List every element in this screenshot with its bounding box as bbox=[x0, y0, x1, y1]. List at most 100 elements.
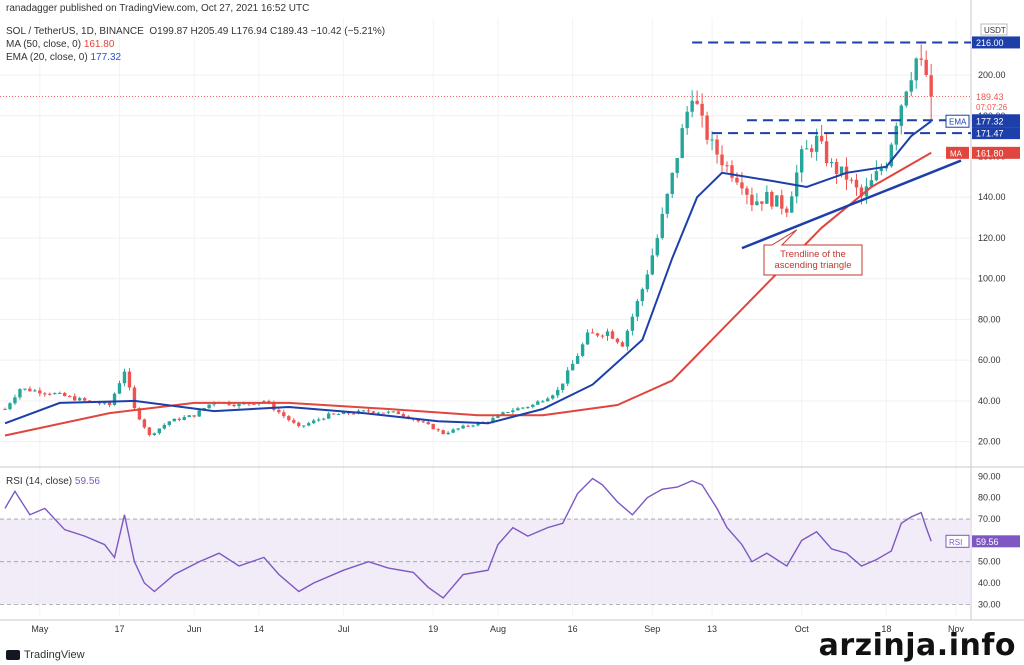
time-tick-label: May bbox=[31, 624, 49, 634]
candle-body bbox=[192, 415, 196, 417]
candle-body bbox=[182, 417, 186, 420]
candle-body bbox=[929, 75, 933, 97]
candle-body bbox=[82, 398, 87, 401]
ema-price-tag-bg bbox=[972, 115, 1020, 128]
candle-body bbox=[824, 141, 829, 164]
candle-body bbox=[874, 171, 879, 181]
candle-body bbox=[670, 172, 674, 194]
candle-body bbox=[137, 408, 142, 420]
candle-body bbox=[321, 418, 326, 420]
ohlc-values: O199.87 H205.49 L176.94 C189.43 −10.42 (… bbox=[149, 26, 386, 37]
time-tick-label: Aug bbox=[490, 624, 506, 634]
candle-body bbox=[63, 392, 67, 397]
candle-body bbox=[436, 429, 440, 431]
price-pane bbox=[0, 18, 971, 462]
candle-body bbox=[167, 421, 172, 425]
ema-legend: EMA (20, close, 0) 177.32 bbox=[6, 52, 121, 63]
ma-legend: MA (50, close, 0) 161.80 bbox=[6, 39, 114, 50]
symbol-line: SOL / TetherUS, 1D, BINANCE O199.87 H205… bbox=[6, 26, 385, 37]
candle-body bbox=[715, 139, 719, 155]
candle-body bbox=[87, 400, 92, 402]
candle-body bbox=[854, 179, 859, 188]
candle-body bbox=[13, 397, 17, 404]
candle-body bbox=[665, 193, 669, 214]
candle-body bbox=[476, 422, 480, 426]
candle-body bbox=[232, 404, 236, 407]
time-tick-label: 16 bbox=[568, 624, 578, 634]
tradingview-wordmark: TradingView bbox=[24, 649, 85, 661]
candle-body bbox=[695, 100, 699, 104]
unit-badge bbox=[980, 23, 1008, 36]
candle-body bbox=[491, 417, 495, 423]
price-tick-label: 20.00 bbox=[978, 437, 1001, 447]
candle-body bbox=[162, 424, 167, 429]
ma-tag-label: MA bbox=[950, 149, 963, 158]
candle-body bbox=[834, 161, 839, 174]
candle-body bbox=[565, 370, 570, 384]
candle-body bbox=[879, 168, 884, 172]
candle-body bbox=[889, 144, 894, 167]
candle-body bbox=[770, 191, 774, 207]
candle-body bbox=[391, 411, 396, 413]
candle-body bbox=[197, 410, 201, 417]
watermark: arzinja.info bbox=[818, 628, 1016, 663]
candle-body bbox=[142, 419, 147, 428]
rsi-legend-label: RSI (14, close) bbox=[6, 476, 73, 487]
candle-body bbox=[869, 180, 874, 187]
candle-body bbox=[466, 425, 470, 427]
candle-body bbox=[685, 111, 689, 129]
candle-body bbox=[18, 389, 22, 398]
candle-body bbox=[705, 115, 709, 140]
candle-body bbox=[819, 135, 824, 142]
candle-body bbox=[446, 432, 450, 435]
price-tick-label: 80.00 bbox=[978, 314, 1001, 324]
candle-body bbox=[894, 125, 899, 145]
candle-body bbox=[575, 355, 580, 364]
candle-body bbox=[595, 333, 600, 336]
candle-body bbox=[23, 388, 27, 390]
candle-body bbox=[416, 419, 420, 422]
candle-body bbox=[615, 338, 620, 343]
candle-body bbox=[33, 390, 37, 392]
candle-body bbox=[560, 383, 565, 390]
published-line: ranadagger published on TradingView.com,… bbox=[6, 3, 310, 14]
ascending-trendline bbox=[741, 159, 962, 250]
candle-body bbox=[690, 100, 694, 112]
candle-body bbox=[127, 371, 132, 388]
candle-body bbox=[386, 411, 391, 413]
candle-body bbox=[745, 188, 749, 195]
candle-body bbox=[102, 402, 107, 404]
level-price-tag-bg bbox=[972, 36, 1020, 49]
annotation-callout bbox=[763, 229, 863, 276]
candle-body bbox=[207, 404, 211, 409]
candle-body bbox=[680, 128, 684, 159]
candle-body bbox=[172, 418, 176, 422]
candle-body bbox=[376, 412, 381, 414]
candle-body bbox=[570, 363, 575, 371]
tradingview-logo: TradingView bbox=[6, 649, 85, 661]
level-price-tag: 216.00 bbox=[976, 38, 1004, 48]
last-price-tag-bg bbox=[972, 90, 1020, 113]
candle-body bbox=[899, 105, 903, 126]
candle-body bbox=[780, 195, 784, 209]
candle-body bbox=[650, 255, 655, 275]
candle-body bbox=[625, 330, 630, 347]
candle-body bbox=[316, 419, 321, 421]
candle-body bbox=[147, 427, 152, 435]
candle-body bbox=[775, 195, 779, 207]
candle-body bbox=[48, 393, 52, 395]
candle-body bbox=[381, 412, 386, 414]
candle-body bbox=[302, 425, 306, 427]
candle-body bbox=[790, 196, 794, 213]
unit-label: USDT bbox=[984, 26, 1006, 35]
candle-body bbox=[77, 398, 82, 401]
ma-price-tag: 161.80 bbox=[976, 148, 1004, 158]
annotation-text: ascending triangle bbox=[774, 260, 851, 271]
candle-body bbox=[28, 388, 32, 392]
time-tick-label: 18 bbox=[881, 624, 891, 634]
ma-price-tag-bg bbox=[972, 146, 1020, 159]
candle-body bbox=[610, 331, 615, 339]
candle-body bbox=[799, 149, 804, 173]
candle-body bbox=[546, 398, 550, 402]
ema-price-tag: 177.32 bbox=[976, 117, 1004, 127]
